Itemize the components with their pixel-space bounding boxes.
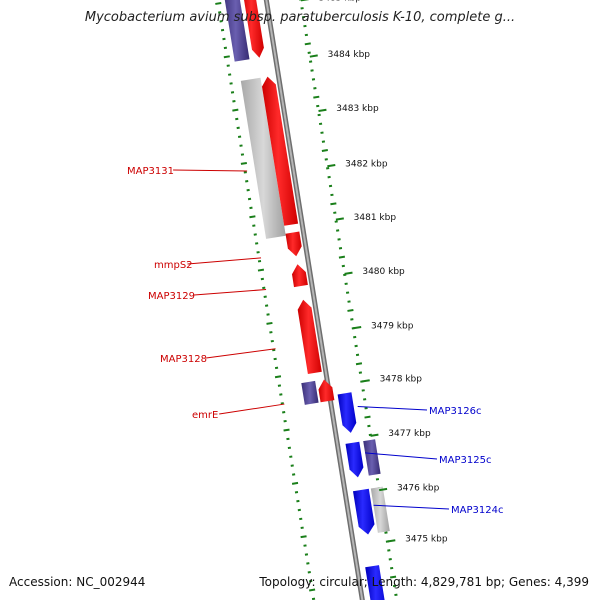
tick-mark — [379, 489, 387, 490]
cds-block — [319, 380, 335, 403]
backbone-line — [264, 0, 367, 600]
leader-line — [219, 404, 284, 414]
gene-band-block — [371, 487, 390, 533]
tick-label: 3479 kbp — [371, 321, 414, 331]
tick-mark — [336, 218, 344, 219]
leader-line — [358, 407, 427, 410]
tick-label: 3485 kbp — [319, 0, 362, 4]
tick-label: 3482 kbp — [345, 159, 388, 169]
topology-text: Topology: circular; Length: 4,829,781 bp… — [259, 575, 589, 589]
tick-label: 3484 kbp — [328, 50, 371, 60]
tick-dot — [309, 590, 315, 591]
tick-mark — [371, 435, 379, 436]
gene-label-map3128: MAP3128 — [160, 354, 207, 365]
tick-label: 3477 kbp — [388, 429, 431, 439]
tick-mark — [319, 110, 327, 111]
feature-layer — [222, 0, 390, 600]
accession-text: Accession: NC_002944 — [9, 575, 145, 589]
tick-dot — [258, 270, 264, 271]
tick-mark — [387, 540, 395, 541]
tick-mark — [310, 55, 318, 56]
gene-label-map3124c: MAP3124c — [451, 505, 503, 516]
leader-line — [194, 290, 266, 295]
tick-dot — [284, 430, 290, 431]
map-title: Mycobacterium avium subsp. paratuberculo… — [0, 10, 600, 25]
tick-label: 3483 kbp — [336, 104, 379, 114]
cds-block — [353, 489, 375, 535]
purple-feature-block — [363, 439, 380, 475]
tick-dot — [339, 257, 345, 258]
gene-label-map3126c: MAP3126c — [429, 406, 481, 417]
tick-dot — [249, 216, 255, 217]
gene-label-mmps2: mmpS2 — [154, 260, 193, 271]
tick-mark — [345, 273, 353, 274]
tick-dot — [356, 363, 362, 364]
purple-feature-block — [301, 381, 318, 405]
tick-mark — [353, 327, 361, 328]
leader-line — [188, 258, 262, 264]
tick-dot — [292, 483, 298, 484]
label-layer: 3485 kbp 3484 kbp 3483 kbp 3482 kbp 3481 kbp… — [127, 0, 503, 545]
tick-mark — [362, 380, 370, 381]
gene-label-map3131: MAP3131 — [127, 166, 174, 177]
tick-label: 3480 kbp — [362, 267, 405, 277]
tick-dot — [330, 203, 336, 204]
gene-label-map3129: MAP3129 — [148, 291, 195, 302]
cds-block — [286, 232, 302, 257]
cds-block — [346, 442, 364, 478]
tick-dot — [313, 97, 319, 98]
tick-dot — [215, 3, 221, 4]
tick-dot — [224, 56, 230, 57]
gene-label-emre: emrE — [192, 410, 218, 421]
tick-dot — [305, 43, 311, 44]
cds-block — [292, 264, 308, 287]
leader-line — [173, 170, 247, 171]
tick-dot — [267, 323, 273, 324]
tick-dot — [301, 536, 307, 537]
gene-label-map3125c: MAP3125c — [439, 455, 491, 466]
tick-dot — [275, 376, 281, 377]
tick-label: 3481 kbp — [354, 213, 397, 223]
tick-dot — [322, 150, 328, 151]
tick-dot — [365, 417, 371, 418]
leader-line — [206, 349, 275, 358]
tick-label: 3478 kbp — [380, 375, 423, 385]
tick-label: 3475 kbp — [405, 535, 448, 545]
tick-dot — [347, 310, 353, 311]
tick-label: 3476 kbp — [397, 483, 440, 493]
tick-dot — [241, 163, 247, 164]
tick-mark — [327, 165, 335, 166]
backbone-layer — [264, 0, 367, 600]
tick-dot — [232, 110, 238, 111]
cds-block — [338, 392, 357, 433]
